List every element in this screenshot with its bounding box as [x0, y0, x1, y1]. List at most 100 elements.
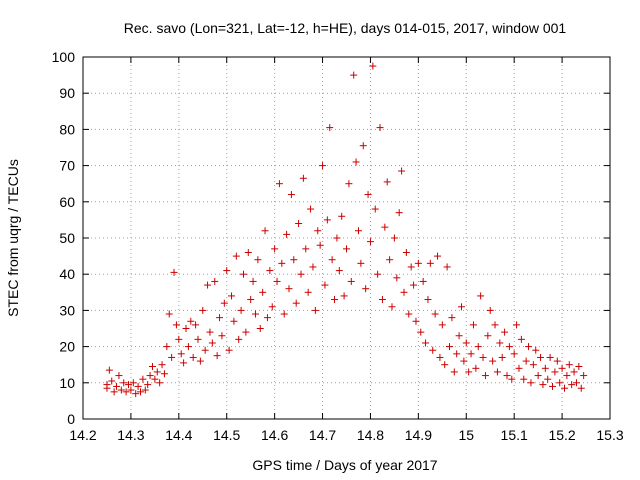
data-point	[400, 288, 408, 296]
data-point	[273, 277, 281, 285]
data-point	[168, 353, 176, 361]
data-point	[180, 359, 188, 367]
data-point	[441, 361, 449, 369]
data-point	[213, 352, 221, 360]
data-point	[472, 364, 480, 372]
data-point	[244, 248, 252, 256]
data-point	[465, 368, 473, 376]
data-point	[429, 346, 437, 354]
data-point	[297, 270, 305, 278]
data-point	[216, 314, 224, 322]
data-point	[331, 296, 339, 304]
data-point	[117, 386, 125, 394]
data-point	[148, 363, 156, 371]
data-point	[479, 353, 487, 361]
x-tick-label: 14.4	[165, 427, 192, 443]
data-point	[132, 390, 140, 398]
data-point	[129, 379, 137, 387]
data-point	[527, 379, 535, 387]
data-point	[151, 375, 159, 383]
data-point	[239, 270, 247, 278]
data-point	[560, 384, 568, 392]
data-point	[395, 209, 403, 217]
data-point	[223, 267, 231, 275]
data-point	[208, 339, 216, 347]
data-point	[558, 364, 566, 372]
data-point	[199, 306, 207, 314]
data-point	[501, 328, 509, 336]
data-point	[364, 191, 372, 199]
data-point	[177, 350, 185, 358]
data-point	[570, 368, 578, 376]
data-point	[563, 372, 571, 380]
data-point	[419, 277, 427, 285]
data-point	[443, 263, 451, 271]
data-point	[220, 299, 228, 307]
data-point	[393, 274, 401, 282]
data-point	[352, 158, 360, 166]
data-point	[357, 259, 365, 267]
x-axis-label: GPS time / Days of year 2017	[252, 457, 437, 473]
data-point	[323, 216, 331, 224]
data-point	[539, 381, 547, 389]
data-point	[366, 238, 374, 246]
data-point	[122, 388, 130, 396]
data-point	[125, 381, 133, 389]
y-tick-label: 50	[59, 230, 75, 246]
data-point	[551, 368, 559, 376]
data-point	[302, 245, 310, 253]
data-point	[572, 379, 580, 387]
data-point	[460, 357, 468, 365]
data-point	[196, 357, 204, 365]
data-point	[307, 205, 315, 213]
data-point	[438, 321, 446, 329]
data-point	[184, 343, 192, 351]
y-tick-label: 0	[67, 411, 75, 427]
data-point	[477, 292, 485, 300]
data-point	[338, 212, 346, 220]
data-point	[493, 368, 501, 376]
data-point	[407, 263, 415, 271]
data-point	[414, 259, 422, 267]
data-point	[568, 381, 576, 389]
data-point	[232, 252, 240, 260]
data-point	[486, 306, 494, 314]
data-point	[371, 205, 379, 213]
data-point	[412, 317, 420, 325]
data-point	[446, 343, 454, 351]
data-point	[541, 364, 549, 372]
data-point	[110, 388, 118, 396]
data-point	[503, 372, 511, 380]
data-point	[345, 180, 353, 188]
data-point	[532, 346, 540, 354]
data-point	[120, 379, 128, 387]
y-tick-label: 100	[52, 49, 76, 65]
y-tick-label: 20	[59, 339, 75, 355]
data-point	[156, 379, 164, 387]
data-point	[326, 124, 334, 132]
data-point	[218, 332, 226, 340]
chart-title: Rec. savo (Lon=321, Lat=-12, h=HE), days…	[124, 20, 567, 36]
data-point	[283, 230, 291, 238]
data-point	[261, 227, 269, 235]
data-point	[359, 142, 367, 150]
data-point	[115, 372, 123, 380]
data-point	[268, 303, 276, 311]
data-point	[513, 321, 521, 329]
x-tick-label: 15.2	[548, 427, 575, 443]
data-point	[520, 375, 528, 383]
data-point	[556, 379, 564, 387]
data-point	[134, 382, 142, 390]
data-point	[455, 332, 463, 340]
data-point	[565, 361, 573, 369]
data-point	[280, 310, 288, 318]
data-point	[204, 281, 212, 289]
data-point	[160, 370, 168, 378]
data-point	[295, 220, 303, 228]
data-point	[316, 241, 324, 249]
data-point	[424, 296, 432, 304]
data-point	[522, 357, 530, 365]
data-point	[228, 292, 236, 300]
data-point	[436, 353, 444, 361]
data-point	[498, 353, 506, 361]
